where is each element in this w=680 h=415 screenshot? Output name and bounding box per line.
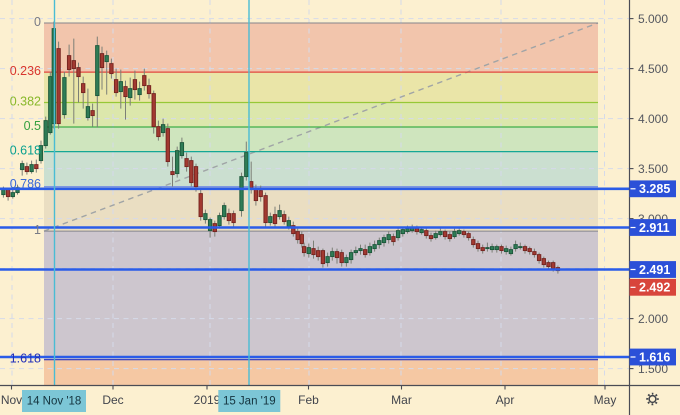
svg-text:1.618: 1.618 xyxy=(10,352,41,366)
svg-text:0.786: 0.786 xyxy=(10,177,41,191)
svg-text:4.000: 4.000 xyxy=(638,112,668,126)
svg-text:2.911: 2.911 xyxy=(639,221,670,235)
svg-text:Mar: Mar xyxy=(391,393,412,407)
svg-text:3.500: 3.500 xyxy=(638,162,668,176)
svg-text:2019: 2019 xyxy=(194,393,221,407)
svg-text:0.236: 0.236 xyxy=(10,64,41,78)
svg-text:0: 0 xyxy=(34,15,41,29)
svg-text:2.000: 2.000 xyxy=(638,312,668,326)
svg-text:1.616: 1.616 xyxy=(639,350,670,364)
svg-text:0.618: 0.618 xyxy=(10,144,41,158)
svg-text:2.492: 2.492 xyxy=(639,281,670,295)
svg-text:2.491: 2.491 xyxy=(639,263,670,277)
svg-text:Dec: Dec xyxy=(102,393,123,407)
svg-text:Feb: Feb xyxy=(298,393,319,407)
svg-text:Nov: Nov xyxy=(1,393,22,407)
svg-text:0.5: 0.5 xyxy=(24,119,41,133)
svg-text:5.000: 5.000 xyxy=(638,12,668,26)
svg-text:4.500: 4.500 xyxy=(638,62,668,76)
svg-text:14 Nov '18: 14 Nov '18 xyxy=(27,396,82,408)
svg-text:Apr: Apr xyxy=(496,393,515,407)
svg-text:1: 1 xyxy=(34,223,41,237)
svg-text:15 Jan '19: 15 Jan '19 xyxy=(223,396,276,408)
svg-text:0.382: 0.382 xyxy=(10,95,41,109)
svg-text:3.285: 3.285 xyxy=(639,182,670,196)
svg-text:May: May xyxy=(594,393,617,407)
